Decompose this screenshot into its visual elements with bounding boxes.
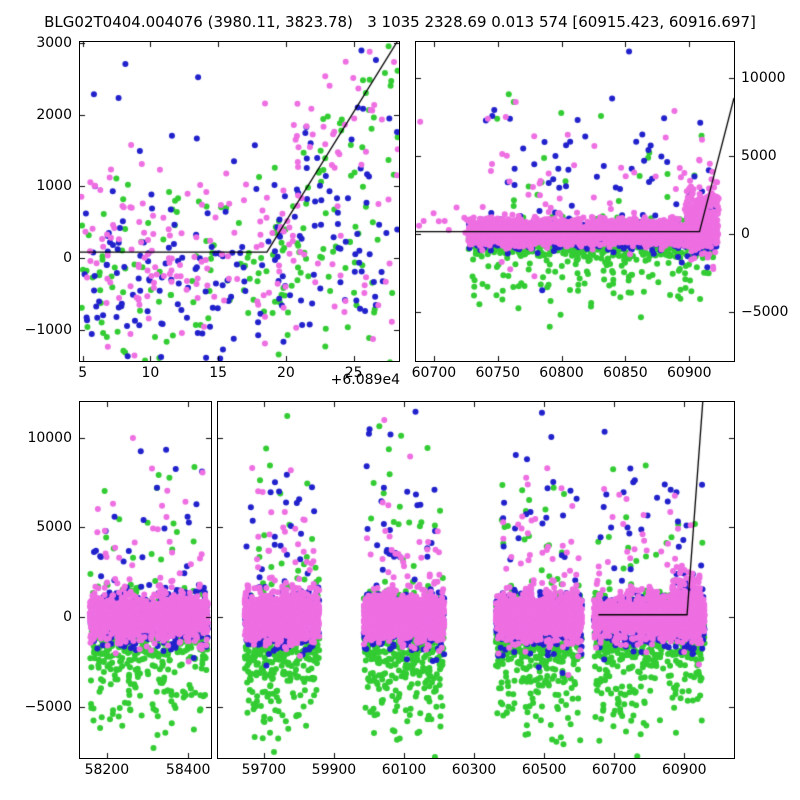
y-tick-label: 2000 xyxy=(36,106,72,123)
x-tick-label: 60800 xyxy=(539,365,584,381)
y-tick-label: −5000 xyxy=(24,698,72,715)
x-tick-label: 15 xyxy=(209,365,228,381)
x-tick-label: 60850 xyxy=(603,365,648,381)
y-tick-label: 0 xyxy=(63,249,72,266)
x-tick-label: 59700 xyxy=(241,762,287,778)
x-tick-label: 60700 xyxy=(411,365,457,381)
y-tick-label: 1000 xyxy=(36,178,72,195)
x-tick-label: 60750 xyxy=(475,365,521,381)
full-lightcurve-right-panel-canvas xyxy=(218,402,734,758)
y-tick-label: 3000 xyxy=(36,35,72,52)
full-lightcurve-right-panel xyxy=(217,401,735,759)
x-tick-label: 60500 xyxy=(521,762,567,778)
y-tick-label: 0 xyxy=(63,609,72,626)
full-lightcurve-left-panel-canvas xyxy=(80,402,211,758)
x-tick-label: 20 xyxy=(276,365,295,381)
y-tick-label: −1000 xyxy=(24,321,72,338)
y-tick-label: 5000 xyxy=(741,147,777,164)
x-tick-label: 60700 xyxy=(591,762,637,778)
x-tick-label: 59900 xyxy=(311,762,357,778)
current-season-panel-canvas xyxy=(416,42,734,361)
y-tick-label: 10000 xyxy=(741,69,786,86)
x-tick-label: 60300 xyxy=(451,762,497,778)
x-tick-label: 60100 xyxy=(381,762,427,778)
x-tick-label: 60900 xyxy=(661,762,707,778)
x-tick-label: 10 xyxy=(141,365,160,381)
y-tick-label: 0 xyxy=(741,225,750,242)
x-tick-label: 60900 xyxy=(667,365,712,381)
y-tick-label: 5000 xyxy=(36,519,72,536)
event-zoom-panel xyxy=(79,41,400,362)
full-lightcurve-left-panel xyxy=(79,401,212,759)
x-tick-label: 58200 xyxy=(84,762,130,778)
y-tick-label: 10000 xyxy=(27,429,72,446)
x-tick-label: 25 xyxy=(344,365,363,381)
x-tick-label: 5 xyxy=(78,365,88,381)
event-zoom-panel-canvas xyxy=(80,42,399,361)
y-tick-label: −5000 xyxy=(741,303,789,320)
figure-title: BLG02T0404.004076 (3980.11, 3823.78) 3 1… xyxy=(44,13,756,31)
x-tick-label: 58400 xyxy=(165,762,211,778)
x-axis-offset-label: +6.089e4 xyxy=(330,372,400,388)
current-season-panel xyxy=(415,41,735,362)
